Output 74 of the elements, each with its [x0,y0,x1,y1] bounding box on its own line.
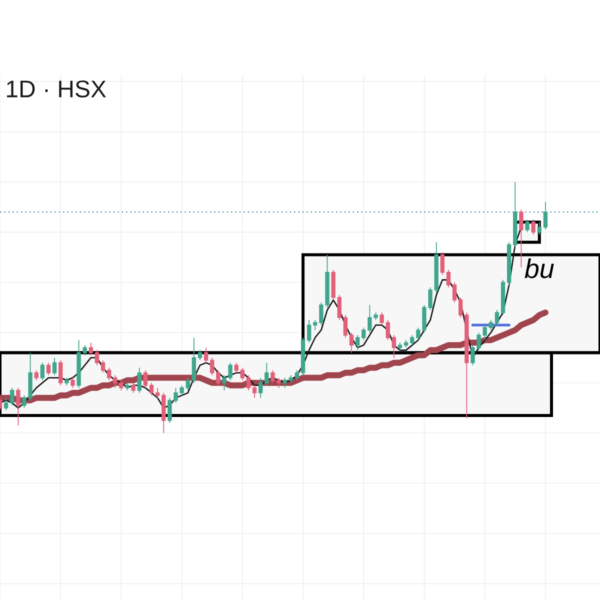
candlestick [313,320,318,331]
candlestick [149,382,154,396]
candlestick [349,332,354,354]
candlestick [234,362,238,374]
candlestick [198,350,202,361]
candlestick [440,252,445,276]
candlestick [210,357,214,376]
candlestick [34,370,38,381]
candlestick [282,377,287,388]
legend-label: bu [524,258,554,278]
candlestick [125,382,130,391]
candlestick [58,360,63,386]
candlestick [131,382,136,394]
candlestick [458,297,463,318]
candlestick [300,337,306,376]
candlestick [64,377,69,386]
candlestick [155,387,160,398]
candlestick [70,377,75,388]
candlestick [488,320,493,331]
candlestick [46,362,51,376]
candlestick [452,282,457,303]
candlestick [519,209,524,268]
candlestick [380,312,384,326]
candlestick [343,314,348,338]
candlestick [88,342,93,356]
candlestick [386,320,390,341]
candlestick [82,344,87,356]
candlestick [392,334,396,358]
candlestick [119,380,124,391]
candlestick [192,337,196,384]
candlestick [40,362,45,381]
candlestick [258,377,263,398]
candlestick [513,182,518,248]
candlestick [10,387,14,406]
candlestick [186,377,190,391]
chart-title: 1D · HSX [7,80,106,98]
candlestick [216,370,220,386]
candlestick [94,350,100,366]
candlestick [494,310,500,326]
candlestick [398,342,402,351]
candlestick [307,320,312,344]
candlestick [543,202,548,230]
candlestick [434,242,438,293]
candlestick [446,269,451,288]
candlestick [355,334,360,351]
candlestick [16,387,20,426]
candlestick [246,374,251,391]
candlestick [4,397,8,411]
candlestick [362,327,366,341]
candlestick [507,242,512,286]
candlestick [500,279,506,316]
candlestick [113,374,118,388]
candlestick [52,357,57,376]
candlestick [331,269,336,300]
candlestick [404,340,408,348]
candlestick [137,367,142,394]
candlestick [100,360,106,374]
candlestick [76,340,81,388]
candlestick [482,324,487,341]
candlestick [525,219,530,233]
candlestick [537,222,542,236]
candlestick [531,219,536,236]
candlestick [288,374,293,384]
candlestick [204,347,208,364]
candlestick [337,294,342,320]
candlestick [264,362,269,386]
candlestick [294,370,300,381]
candlestick [143,370,148,388]
candlestick [252,384,257,398]
candlestick [162,392,166,434]
candlestick [240,367,245,381]
candlestick [464,312,469,418]
candlestick [107,367,112,381]
candlestick [410,334,414,346]
